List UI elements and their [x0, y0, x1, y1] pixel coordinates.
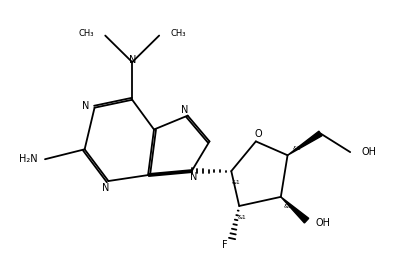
Text: &1: &1 [237, 215, 246, 220]
Text: CH₃: CH₃ [79, 29, 94, 38]
Text: H₂N: H₂N [19, 154, 38, 164]
Text: OH: OH [361, 147, 376, 157]
Text: N: N [82, 101, 90, 111]
Text: OH: OH [315, 218, 330, 228]
Text: N: N [129, 55, 136, 65]
Text: N: N [102, 183, 109, 193]
Text: &1: &1 [232, 180, 241, 185]
Text: N: N [190, 172, 197, 182]
Text: &1: &1 [284, 204, 293, 209]
Text: F: F [222, 240, 228, 250]
Text: CH₃: CH₃ [170, 29, 186, 38]
Text: &1: &1 [292, 146, 301, 151]
Polygon shape [288, 131, 322, 155]
Text: N: N [181, 105, 188, 115]
Polygon shape [281, 197, 309, 223]
Text: O: O [254, 129, 261, 139]
